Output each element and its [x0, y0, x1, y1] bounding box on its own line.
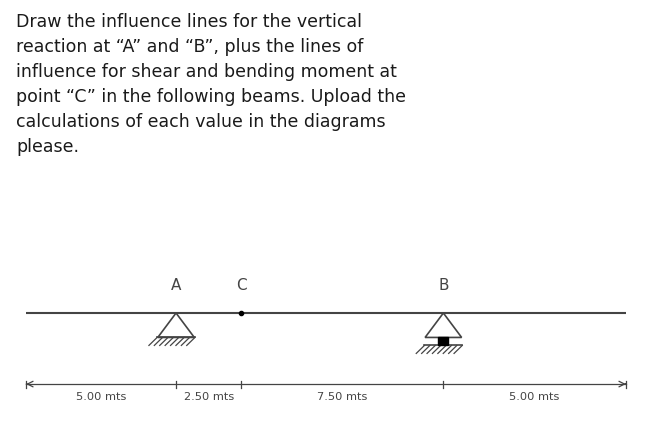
Text: Draw the influence lines for the vertical
reaction at “A” and “B”, plus the line: Draw the influence lines for the vertica… [16, 13, 406, 156]
Text: C: C [236, 278, 246, 293]
Text: 5.00 mts: 5.00 mts [76, 392, 126, 402]
Text: B: B [438, 278, 449, 293]
Text: 5.00 mts: 5.00 mts [509, 392, 560, 402]
Text: 2.50 mts: 2.50 mts [183, 392, 234, 402]
Bar [439, 337, 449, 345]
Text: A: A [171, 278, 181, 293]
Text: 7.50 mts: 7.50 mts [317, 392, 368, 402]
